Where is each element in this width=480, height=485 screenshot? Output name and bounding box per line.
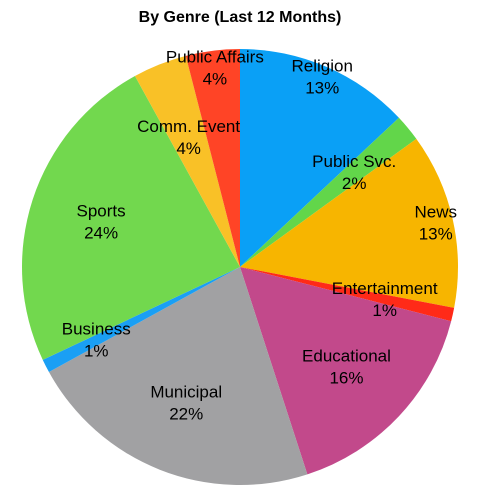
slice-name: Sports — [77, 201, 126, 220]
pie-slice — [21, 75, 240, 360]
pie-slice — [240, 49, 399, 267]
slice-name: Entertainment — [332, 279, 438, 298]
slice-value: 1% — [372, 301, 397, 320]
slice-value: 24% — [84, 223, 118, 242]
slice-name: News — [414, 203, 457, 222]
slice-value: 22% — [169, 404, 203, 423]
pie-slice — [240, 117, 417, 267]
pie-slice — [134, 55, 240, 267]
slice-name: Public Affairs — [166, 48, 264, 67]
slice-name: Business — [62, 320, 131, 339]
slice-value: 4% — [203, 70, 228, 89]
pie-slice — [240, 267, 452, 475]
chart-title: By Genre (Last 12 Months) — [139, 9, 342, 26]
pie-slice — [42, 267, 240, 373]
slice-value: 13% — [419, 225, 453, 244]
slice-value: 4% — [176, 139, 201, 158]
slice-value: 16% — [329, 368, 363, 387]
pie-slice — [240, 138, 458, 308]
pie-slice — [185, 49, 240, 267]
slice-name: Public Svc. — [312, 152, 396, 171]
slice-name: Religion — [292, 56, 353, 75]
slice-name: Comm. Event — [137, 117, 240, 136]
pie-slice — [48, 267, 308, 485]
pie-slice — [240, 267, 455, 322]
slice-value: 2% — [342, 174, 367, 193]
slice-name: Municipal — [150, 382, 222, 401]
slice-value: 13% — [305, 78, 339, 97]
slice-value: 1% — [84, 342, 109, 361]
slice-name: Educational — [302, 346, 391, 365]
